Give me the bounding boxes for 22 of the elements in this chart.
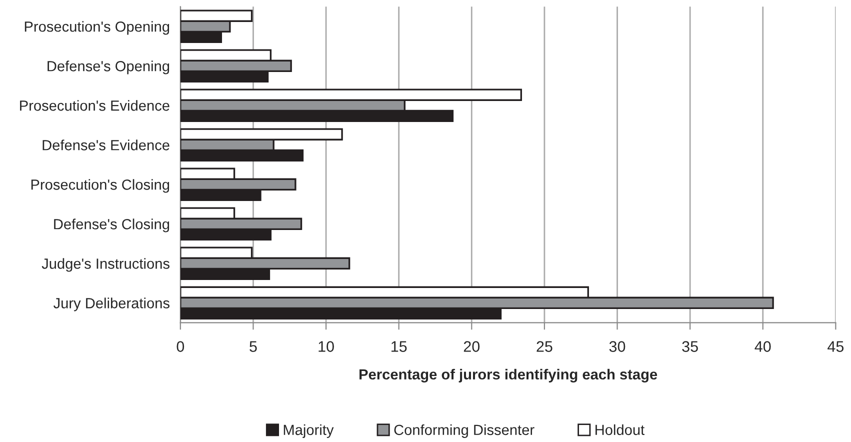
x-tick-label: 35 [682,341,698,352]
x-tick-label: 15 [392,341,407,352]
x-tick-label: 25 [536,341,552,352]
x-tick-label: 40 [754,341,771,352]
y-tick-label: Defense's Opening [48,60,170,74]
x-tick-label: 10 [318,341,334,352]
y-tick-label: Defense's Closing [54,218,170,232]
x-tick-label: 30 [609,341,626,352]
y-tick-label: Judge's Instructions [42,258,170,272]
y-tick-label: Defense's Evidence [42,140,170,150]
legend-label: Conforming Dissenter [394,424,534,438]
y-tick-label: Prosecution's Opening [24,21,170,35]
x-tick-label: 20 [464,341,480,352]
x-tick-label: 45 [828,341,844,352]
y-tick-label: Jury Deliberations [54,298,170,312]
x-axis-title: Percentage of jurors identifying each stage [360,368,658,383]
x-tick-label: 0 [176,341,184,352]
y-tick-label: Prosecution's Evidence [20,100,170,111]
y-tick-label: Prosecution's Closing [31,179,170,193]
legend-label: Holdout [596,424,644,436]
x-tick-label: 5 [250,341,257,352]
legend-label: Majority [284,424,334,438]
